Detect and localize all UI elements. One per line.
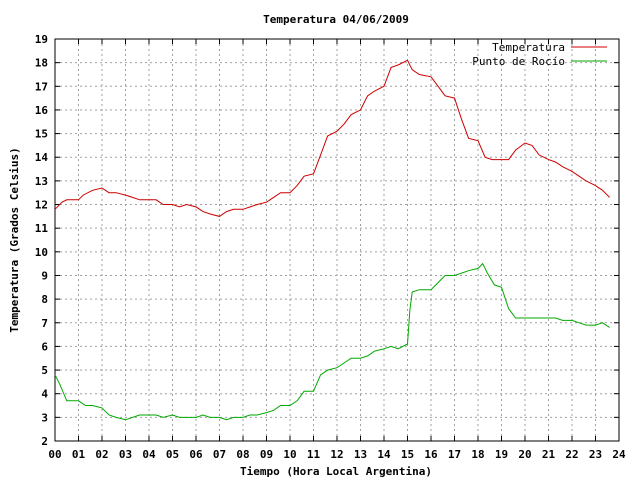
y-tick-label: 7 <box>41 317 48 330</box>
y-axis-ticks: 2 3 4 5 6 7 8 9 10 11 12 13 14 15 16 17 18 19 <box>35 33 619 448</box>
x-tick-label: 09 <box>260 448 273 461</box>
x-tick-label: 24 <box>612 448 626 461</box>
x-tick-label: 18 <box>471 448 484 461</box>
y-tick-label: 16 <box>35 104 49 117</box>
y-tick-label: 12 <box>35 199 48 212</box>
y-tick-label: 18 <box>35 57 48 70</box>
x-tick-label: 20 <box>518 448 531 461</box>
x-tick-label: 03 <box>119 448 132 461</box>
x-tick-label: 16 <box>424 448 438 461</box>
plot-frame <box>54 38 620 442</box>
x-axis-ticks: 00 01 02 03 04 05 06 07 08 09 10 11 12 13 14 15 16 17 18 19… <box>48 39 626 461</box>
x-tick-label: 05 <box>166 448 179 461</box>
x-axis-label: Tiempo (Hora Local Argentina) <box>240 465 432 478</box>
x-tick-label: 23 <box>589 448 602 461</box>
y-axis-label: Temperatura (Grados Celsius) <box>8 147 21 332</box>
x-tick-label: 14 <box>377 448 391 461</box>
y-tick-label: 2 <box>41 435 48 448</box>
legend-label-temperatura: Temperatura <box>492 41 565 54</box>
x-tick-label: 07 <box>213 448 226 461</box>
y-tick-label: 19 <box>35 33 48 46</box>
x-tick-label: 10 <box>283 448 296 461</box>
x-tick-label: 08 <box>236 448 249 461</box>
x-tick-label: 06 <box>189 448 203 461</box>
y-tick-label: 14 <box>35 151 49 164</box>
y-tick-label: 6 <box>41 340 48 353</box>
legend: Temperatura Punto de Rocío <box>472 41 607 68</box>
x-tick-label: 15 <box>401 448 414 461</box>
x-tick-label: 02 <box>95 448 108 461</box>
y-tick-label: 8 <box>41 293 48 306</box>
grid <box>55 39 619 441</box>
y-tick-label: 17 <box>35 80 48 93</box>
y-tick-label: 10 <box>35 246 48 259</box>
y-tick-label: 15 <box>35 128 48 141</box>
x-tick-label: 11 <box>307 448 321 461</box>
x-tick-label: 04 <box>142 448 156 461</box>
y-tick-label: 3 <box>41 411 48 424</box>
x-tick-label: 01 <box>72 448 86 461</box>
x-tick-label: 22 <box>565 448 578 461</box>
y-tick-label: 11 <box>35 222 49 235</box>
series-line-temperatura <box>54 59 610 217</box>
x-tick-label: 13 <box>354 448 367 461</box>
y-tick-label: 13 <box>35 175 48 188</box>
series-line-punto-de-rocio <box>54 262 610 421</box>
y-tick-label: 4 <box>41 388 48 401</box>
chart-title: Temperatura 04/06/2009 <box>263 13 409 26</box>
x-tick-label: 00 <box>48 448 61 461</box>
x-tick-label: 12 <box>330 448 343 461</box>
y-tick-label: 5 <box>41 364 48 377</box>
y-tick-label: 9 <box>41 269 48 282</box>
series-lines <box>54 59 610 421</box>
x-tick-label: 19 <box>495 448 508 461</box>
x-tick-label: 17 <box>448 448 461 461</box>
legend-label-punto-de-rocio: Punto de Rocío <box>472 55 565 68</box>
x-tick-label: 21 <box>542 448 556 461</box>
